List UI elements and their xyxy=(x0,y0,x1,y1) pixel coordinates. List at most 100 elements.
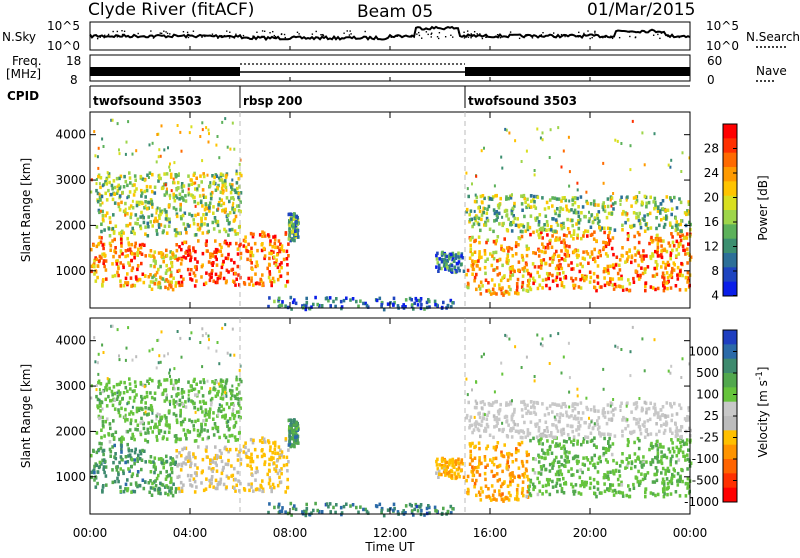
power-cell xyxy=(112,255,115,259)
nsearch-point xyxy=(322,34,323,35)
power-cell xyxy=(210,193,212,196)
power-cell xyxy=(485,289,488,293)
velocity-cell xyxy=(179,414,182,418)
velocity-cell xyxy=(638,457,641,461)
power-cell xyxy=(516,217,519,221)
power-cell xyxy=(526,248,529,252)
velocity-cell xyxy=(573,417,576,421)
velocity-cell xyxy=(173,367,175,370)
velocity-cell xyxy=(556,490,559,494)
power-cell xyxy=(660,202,663,206)
velocity-cell xyxy=(627,484,630,488)
nsearch-point xyxy=(431,36,432,37)
power-cell xyxy=(670,271,673,275)
power-cell xyxy=(527,204,530,208)
nsearch-point xyxy=(391,37,392,38)
power-cell xyxy=(165,264,168,268)
power-cell xyxy=(664,208,667,212)
power-cell xyxy=(541,286,544,290)
power-cell xyxy=(246,258,249,262)
power-cell xyxy=(521,160,523,163)
power-cell xyxy=(474,210,476,213)
nsearch-point xyxy=(399,35,400,36)
velocity-cell xyxy=(602,411,605,415)
velocity-cell xyxy=(118,461,121,465)
power-cell xyxy=(376,299,379,303)
power-cell xyxy=(522,288,525,292)
velocity-cell xyxy=(676,433,679,437)
power-cell xyxy=(147,225,150,229)
velocity-cell xyxy=(532,437,535,441)
power-cell xyxy=(183,184,186,188)
velocity-cell xyxy=(167,474,170,478)
power-cell xyxy=(165,183,167,186)
power-cell xyxy=(189,272,192,276)
nsearch-point xyxy=(661,32,662,33)
power-cell xyxy=(638,219,641,223)
power-cell xyxy=(165,214,168,218)
velocity-cell xyxy=(123,490,126,494)
power-cell xyxy=(638,241,641,245)
velocity-cell xyxy=(218,436,221,440)
power-cell xyxy=(502,293,505,297)
velocity-cell xyxy=(362,508,365,512)
velocity-cell xyxy=(165,423,168,427)
velocity-cell xyxy=(474,406,477,410)
velocity-cell xyxy=(123,381,126,385)
power-cell xyxy=(250,279,253,283)
velocity-cell xyxy=(542,485,545,489)
power-cell xyxy=(349,298,352,302)
velocity-cell xyxy=(677,483,680,487)
velocity-cell xyxy=(437,476,440,480)
velocity-cell xyxy=(185,405,188,409)
power-cell xyxy=(655,238,658,242)
nsearch-point xyxy=(500,35,501,36)
power-cell xyxy=(225,279,228,283)
power-cell xyxy=(549,287,552,291)
power-cell xyxy=(511,229,514,233)
velocity-cell xyxy=(597,409,600,413)
power-cell xyxy=(119,279,122,283)
power-cell xyxy=(565,244,568,248)
power-cell xyxy=(357,305,360,309)
velocity-cell xyxy=(357,511,360,515)
nsearch-point xyxy=(667,36,668,37)
nsearch-point xyxy=(349,30,350,31)
velocity-cell xyxy=(603,437,606,441)
nsearch-point xyxy=(285,37,286,38)
velocity-cell xyxy=(567,460,570,464)
power-cell xyxy=(169,169,171,172)
power-cell xyxy=(533,195,536,199)
power-cell xyxy=(144,200,147,204)
power-cell xyxy=(284,284,287,288)
velocity-cell xyxy=(598,457,601,461)
velocity-cell xyxy=(667,467,670,471)
nsearch-point xyxy=(610,35,611,36)
velocity-cell xyxy=(493,414,496,418)
velocity-cell xyxy=(547,483,550,487)
velocity-cell xyxy=(130,418,133,422)
power-cell xyxy=(116,262,119,266)
velocity-cell xyxy=(649,402,652,406)
power-cell xyxy=(484,207,486,210)
power-cell xyxy=(446,266,449,270)
nsearch-point xyxy=(629,31,630,32)
nsearch-point xyxy=(594,31,595,32)
power-cell xyxy=(140,175,143,179)
velocity-cell xyxy=(502,454,505,458)
power-cell xyxy=(632,120,634,123)
velocity-cell xyxy=(172,483,175,487)
velocity-cell xyxy=(607,471,610,475)
velocity-cell xyxy=(633,441,636,445)
velocity-cell xyxy=(195,485,198,489)
velocity-cell xyxy=(566,414,569,418)
nsearch-point xyxy=(498,35,499,36)
power-cell xyxy=(627,255,630,259)
power-cell xyxy=(486,212,489,216)
power-cell xyxy=(231,207,234,211)
velocity-cell xyxy=(188,451,191,455)
power-cell xyxy=(216,248,219,252)
nsearch-label: N.Search xyxy=(746,30,800,44)
velocity-cell xyxy=(682,454,685,458)
power-cell xyxy=(117,274,120,278)
